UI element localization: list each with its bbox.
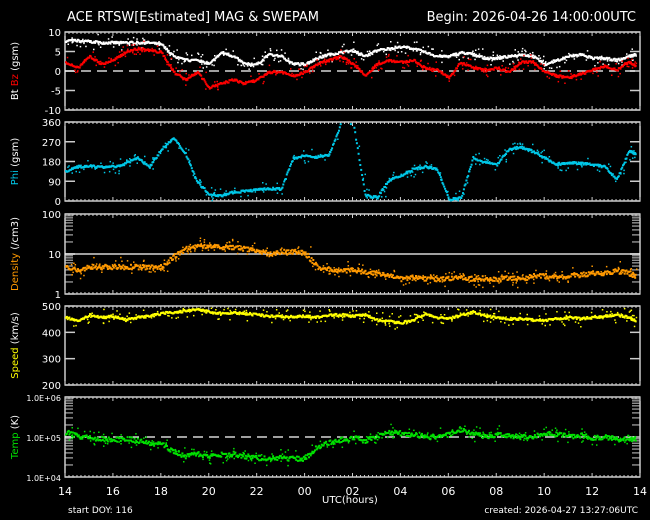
- svg-text:0: 0: [55, 197, 61, 208]
- svg-text:10: 10: [48, 250, 61, 261]
- panel-density: 100 10 1 Density (/cm3): [10, 210, 641, 301]
- svg-text:5: 5: [55, 48, 61, 59]
- x-tick-label: 18: [154, 485, 168, 498]
- svg-text:90: 90: [48, 177, 61, 188]
- x-tick-label: 14: [633, 485, 647, 498]
- svg-text:0: 0: [55, 67, 61, 78]
- series-speed: [65, 307, 638, 330]
- svg-text:400: 400: [42, 328, 61, 339]
- svg-text:200: 200: [42, 381, 61, 392]
- y-axis-label-mag_field: Bt Bz (gsm): [10, 42, 21, 100]
- svg-text:1: 1: [55, 290, 61, 301]
- svg-text:270: 270: [42, 138, 61, 149]
- begin-time: Begin: 2026-04-26 14:00:00UTC: [426, 10, 636, 25]
- series-density: [65, 237, 638, 289]
- x-tick-label: 16: [106, 485, 120, 498]
- panel-phi: 360 270 180 90 0 Phi (gsm): [10, 118, 641, 208]
- svg-text:100: 100: [42, 210, 61, 221]
- panel-mag_field: 10 5 0 -5 -10 Bt Bz (gsm): [10, 28, 641, 117]
- svg-text:300: 300: [42, 355, 61, 366]
- x-tick-label: 00: [298, 485, 312, 498]
- series-temp: [65, 423, 637, 467]
- created-time: created: 2026-04-27 13:27:06UTC: [484, 506, 638, 516]
- x-tick-label: 20: [202, 485, 216, 498]
- y-axis-label-density: Density (/cm3): [10, 217, 21, 291]
- svg-text:360: 360: [42, 118, 61, 129]
- x-tick-label: 02: [346, 485, 360, 498]
- y-axis-label-phi: Phi (gsm): [10, 138, 21, 186]
- x-tick-label: 22: [250, 485, 264, 498]
- x-axis-label: UTC(hours): [322, 495, 378, 506]
- y-axis-label-speed: Speed (km/s): [10, 312, 21, 379]
- svg-text:-10: -10: [45, 106, 61, 117]
- start-doy: start DOY: 116: [68, 506, 133, 516]
- svg-text:-5: -5: [51, 87, 61, 98]
- series-phi: [65, 123, 637, 202]
- svg-text:180: 180: [42, 158, 61, 169]
- x-tick-label: 06: [441, 485, 455, 498]
- chart-title: ACE RTSW[Estimated] MAG & SWEPAM: [67, 10, 319, 25]
- x-tick-label: 14: [58, 485, 72, 498]
- svg-text:10: 10: [48, 28, 61, 39]
- x-tick-label: 04: [393, 485, 407, 498]
- x-tick-label: 12: [585, 485, 599, 498]
- panel-speed: 500 400 300 200 Speed (km/s): [10, 302, 641, 392]
- svg-text:500: 500: [42, 302, 61, 313]
- series-bt: [65, 33, 637, 71]
- y-axis-label-temp: Temp (K): [10, 415, 21, 460]
- series-bz: [65, 40, 638, 91]
- x-tick-label: 10: [537, 485, 551, 498]
- x-tick-label: 08: [489, 485, 503, 498]
